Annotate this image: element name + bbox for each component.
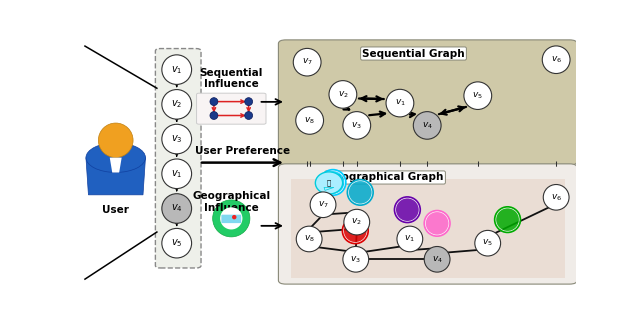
FancyBboxPatch shape — [156, 49, 201, 268]
Ellipse shape — [210, 111, 218, 119]
Polygon shape — [324, 187, 334, 190]
FancyBboxPatch shape — [278, 40, 577, 165]
FancyBboxPatch shape — [196, 93, 266, 124]
Ellipse shape — [397, 226, 423, 252]
Ellipse shape — [86, 143, 145, 173]
Text: $v_{8}$: $v_{8}$ — [304, 115, 315, 126]
Ellipse shape — [329, 80, 356, 108]
Ellipse shape — [343, 247, 369, 272]
FancyBboxPatch shape — [291, 179, 564, 278]
Text: $v_{1}$: $v_{1}$ — [171, 64, 182, 76]
Text: Geographical
Influence: Geographical Influence — [192, 192, 270, 213]
Ellipse shape — [162, 124, 191, 154]
FancyBboxPatch shape — [278, 164, 577, 284]
Ellipse shape — [348, 181, 372, 204]
Ellipse shape — [293, 48, 321, 76]
Text: $v_{5}$: $v_{5}$ — [171, 237, 182, 249]
FancyBboxPatch shape — [221, 215, 241, 223]
Text: $v_{2}$: $v_{2}$ — [351, 217, 362, 227]
Ellipse shape — [464, 82, 492, 109]
Text: $v_{4}$: $v_{4}$ — [171, 203, 182, 214]
Text: $v_{5}$: $v_{5}$ — [472, 90, 483, 101]
Ellipse shape — [296, 107, 324, 134]
Ellipse shape — [162, 159, 191, 189]
Ellipse shape — [244, 98, 253, 106]
Text: $v_{6}$: $v_{6}$ — [550, 54, 562, 65]
Ellipse shape — [424, 247, 450, 272]
Ellipse shape — [99, 123, 133, 157]
Text: $v_{7}$: $v_{7}$ — [317, 200, 328, 210]
Polygon shape — [110, 158, 122, 173]
Text: Geographical Graph: Geographical Graph — [326, 173, 444, 183]
Text: $v_{2}$: $v_{2}$ — [171, 99, 182, 110]
Ellipse shape — [344, 209, 370, 235]
Text: Sequential
Influence: Sequential Influence — [200, 68, 263, 89]
Ellipse shape — [220, 207, 243, 230]
Text: $v_{1}$: $v_{1}$ — [394, 98, 405, 109]
Ellipse shape — [162, 55, 191, 84]
Text: User Preference: User Preference — [195, 147, 290, 156]
Text: 🚗: 🚗 — [327, 180, 331, 186]
Ellipse shape — [210, 98, 218, 106]
Ellipse shape — [396, 198, 419, 222]
Text: $v_{8}$: $v_{8}$ — [304, 234, 314, 244]
Text: $v_{3}$: $v_{3}$ — [350, 254, 361, 265]
Text: $v_{2}$: $v_{2}$ — [337, 89, 348, 100]
Text: $v_{1}$: $v_{1}$ — [171, 168, 182, 180]
Ellipse shape — [232, 215, 237, 219]
Text: $v_{1}$: $v_{1}$ — [404, 234, 415, 244]
Ellipse shape — [495, 208, 520, 232]
Text: User: User — [102, 205, 129, 215]
Ellipse shape — [344, 219, 367, 242]
Text: $v_{4}$: $v_{4}$ — [431, 254, 443, 265]
Ellipse shape — [162, 90, 191, 119]
Polygon shape — [86, 158, 145, 195]
Text: Sequential Graph: Sequential Graph — [362, 49, 465, 59]
Ellipse shape — [386, 89, 414, 117]
Text: $v_{6}$: $v_{6}$ — [550, 192, 562, 203]
Ellipse shape — [475, 230, 500, 256]
Ellipse shape — [425, 212, 449, 235]
Ellipse shape — [296, 226, 322, 252]
Text: $v_{5}$: $v_{5}$ — [483, 238, 493, 249]
Ellipse shape — [543, 185, 569, 210]
Ellipse shape — [316, 172, 342, 194]
Polygon shape — [219, 223, 244, 234]
Text: $v_{3}$: $v_{3}$ — [171, 133, 182, 145]
Ellipse shape — [244, 111, 253, 119]
Ellipse shape — [413, 112, 441, 139]
Ellipse shape — [343, 112, 371, 139]
Ellipse shape — [321, 171, 345, 194]
Ellipse shape — [162, 228, 191, 258]
Ellipse shape — [162, 194, 191, 223]
Text: $v_{3}$: $v_{3}$ — [351, 120, 362, 131]
Text: $v_{7}$: $v_{7}$ — [301, 57, 312, 67]
Ellipse shape — [212, 200, 250, 237]
Text: $v_{4}$: $v_{4}$ — [422, 120, 433, 131]
Ellipse shape — [310, 192, 336, 218]
Ellipse shape — [542, 46, 570, 73]
